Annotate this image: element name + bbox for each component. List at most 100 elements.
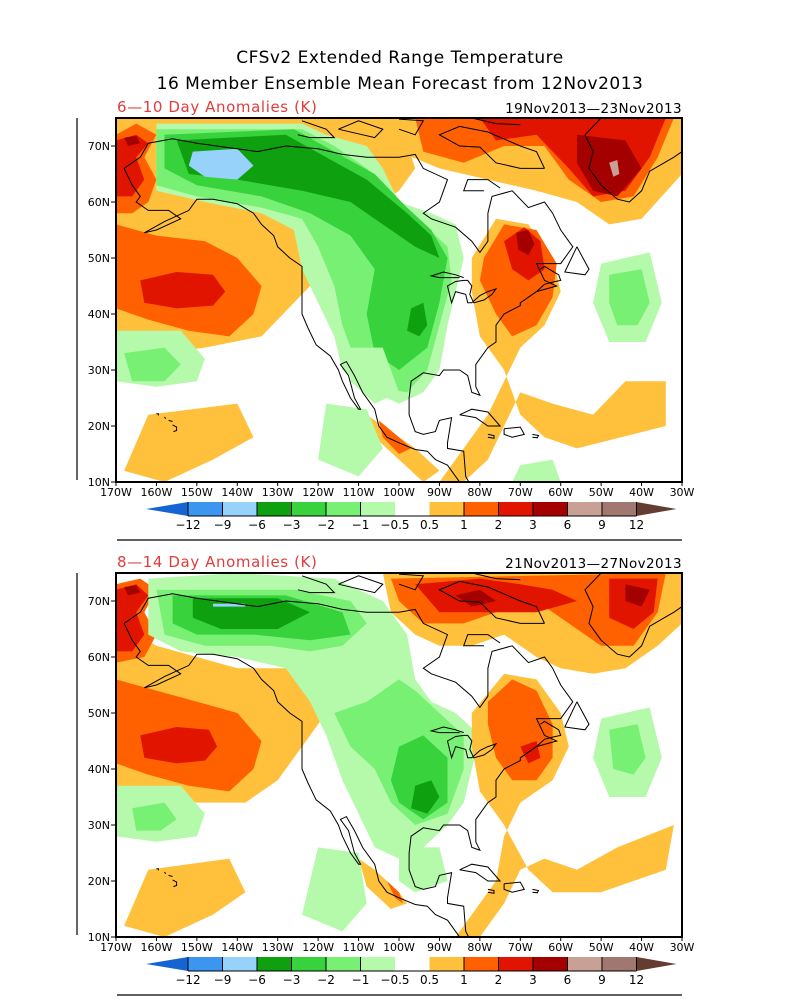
lon-tick-label: 50W <box>589 941 614 954</box>
coastline <box>168 874 173 877</box>
coastline <box>446 279 498 305</box>
colorbar-label: 12 <box>629 518 644 532</box>
coastline <box>123 623 461 937</box>
colorbar-swatch <box>222 502 257 516</box>
lat-tick-label: 60N <box>88 196 110 209</box>
anomaly-region <box>124 347 181 382</box>
colorbar-swatch <box>533 957 568 971</box>
lon-tick-label: 40W <box>629 941 654 954</box>
colorbar-label: 3 <box>529 518 537 532</box>
lon-tick-label: 60W <box>548 486 573 499</box>
anomaly-region <box>504 227 545 281</box>
anomaly-region <box>512 459 561 482</box>
colorbar-swatch <box>222 957 257 971</box>
panel-2-title: 8—14 Day Anomalies (K) <box>117 553 318 571</box>
lon-tick-label: 150W <box>181 486 213 499</box>
coastline <box>398 118 425 136</box>
coastline <box>536 720 562 747</box>
colorbar-label: 12 <box>629 973 644 987</box>
colorbar-label: −9 <box>214 973 232 987</box>
lat-tick-label: 70N <box>88 140 110 153</box>
coastline <box>123 593 574 937</box>
coastline <box>446 734 498 760</box>
coastline <box>164 871 167 874</box>
colorbar-swatch <box>498 957 533 971</box>
chart-title: CFSv2 Extended Range Temperature <box>236 48 564 68</box>
lat-tick-label: 40N <box>88 763 110 776</box>
lat-tick-label: 10N <box>88 931 110 944</box>
colorbar-swatch <box>498 502 533 516</box>
colorbar-swatch <box>602 957 637 971</box>
colorbar-label: −1 <box>352 518 370 532</box>
lat-tick-label: 20N <box>88 875 110 888</box>
anomaly-region <box>576 134 642 197</box>
colorbar-label: −1 <box>352 973 370 987</box>
colorbar-swatch <box>602 502 637 516</box>
lon-tick-label: 130W <box>262 486 294 499</box>
coastline <box>398 573 425 591</box>
coastline <box>471 118 521 126</box>
coastline <box>164 416 167 419</box>
lon-tick-label: 90W <box>427 486 452 499</box>
coastline <box>438 580 545 624</box>
colorbar-swatch <box>464 957 499 971</box>
coastline <box>123 138 574 482</box>
lat-tick-label: 30N <box>88 364 110 377</box>
lat-tick-label: 60N <box>88 651 110 664</box>
anomaly-region <box>140 727 218 764</box>
lat-tick-label: 50N <box>88 707 110 720</box>
colorbar-swatch <box>291 502 326 516</box>
anomaly-region <box>407 302 428 337</box>
lat-tick-label: 30N <box>88 819 110 832</box>
chart-subtitle: 16 Member Ensemble Mean Forecast from 12… <box>156 74 644 94</box>
colorbar-swatch <box>429 957 464 971</box>
colorbar-swatch <box>291 957 326 971</box>
colorbar-label: −2 <box>317 973 335 987</box>
anomaly-region <box>116 134 149 197</box>
anomaly-field <box>116 118 682 482</box>
colorbar-label: 9 <box>598 518 606 532</box>
colorbar-swatch <box>533 502 568 516</box>
anomaly-region <box>609 724 646 775</box>
coastline <box>123 168 461 482</box>
colorbar-label: −0.5 <box>380 518 409 532</box>
colorbar-label: 6 <box>564 973 572 987</box>
colorbar-swatch <box>188 502 223 516</box>
colorbar-swatch <box>567 957 602 971</box>
anomaly-region <box>609 269 650 326</box>
colorbar-label: 6 <box>564 518 572 532</box>
lon-tick-label: 160W <box>140 486 172 499</box>
anomaly-region <box>625 584 650 607</box>
lon-tick-label: 30W <box>670 486 695 499</box>
lon-tick-label: 150W <box>181 941 213 954</box>
coastline <box>172 424 178 433</box>
colorbar-swatch <box>464 502 499 516</box>
anomaly-region <box>302 847 367 932</box>
coastline <box>338 120 384 139</box>
colorbar-right-arrow <box>636 502 677 516</box>
coastline <box>459 408 502 427</box>
colorbar-label: −3 <box>283 518 301 532</box>
coastline <box>487 888 495 894</box>
colorbar-label: −0.5 <box>380 973 409 987</box>
anomaly-region <box>399 847 448 893</box>
lat-tick-label: 20N <box>88 420 110 433</box>
anomaly-region <box>520 741 541 764</box>
colorbar-label: 3 <box>529 973 537 987</box>
colorbar: −12 −9 −6 −3 −2 −1 −0.5 0.5 1 2 3 6 9 12 <box>146 502 677 532</box>
coastline <box>532 433 540 439</box>
anomaly-region <box>124 585 141 596</box>
coastline <box>462 634 501 647</box>
colorbar-label: −3 <box>283 973 301 987</box>
lon-tick-label: 70W <box>508 941 533 954</box>
anomaly-field <box>116 573 682 937</box>
colorbar-label: −9 <box>214 518 232 532</box>
coastline <box>338 575 384 594</box>
colorbar-swatch <box>257 502 292 516</box>
coastline <box>564 246 590 276</box>
coastline <box>487 433 495 439</box>
colorbar-swatch <box>326 502 361 516</box>
coastline <box>532 888 540 894</box>
colorbar-swatch <box>567 502 602 516</box>
anomaly-region <box>140 272 226 309</box>
